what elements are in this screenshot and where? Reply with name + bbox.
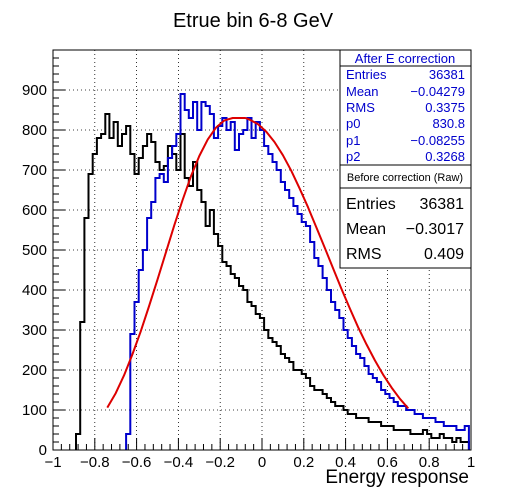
stats-before-rms-label: RMS bbox=[346, 246, 382, 263]
stats-after-p1-value: −0.08255 bbox=[410, 133, 465, 148]
stats-before-entries-value: 36381 bbox=[420, 196, 465, 213]
stats-after-p0-value: 830.8 bbox=[432, 116, 465, 131]
fit-curve bbox=[106, 117, 410, 410]
stats-after-mean-label: Mean bbox=[346, 84, 379, 99]
y-tick-labels: 0 100 200 300 400 500 600 700 800 900 bbox=[22, 82, 47, 459]
x-tick-label: 0 bbox=[258, 454, 266, 471]
stats-after-p1-label: p1 bbox=[346, 133, 360, 148]
x-tick-label: −0.2 bbox=[205, 454, 235, 471]
y-tick-label: 200 bbox=[22, 362, 47, 379]
x-tick-label: 0.2 bbox=[293, 454, 314, 471]
chart-title: Etrue bin 6-8 GeV bbox=[173, 10, 334, 32]
series-layer bbox=[75, 93, 470, 450]
stats-after-p2-value: 0.3268 bbox=[425, 149, 465, 164]
histogram-raw bbox=[75, 113, 470, 450]
stats-after-rms-value: 0.3375 bbox=[425, 100, 465, 115]
stats-after-rms-label: RMS bbox=[346, 100, 375, 115]
x-tick-label: −1 bbox=[44, 454, 61, 471]
y-tick-label: 100 bbox=[22, 402, 47, 419]
stats-before-mean-value: −0.3017 bbox=[406, 221, 464, 238]
x-tick-label: −0.4 bbox=[164, 454, 194, 471]
stats-before-mean-label: Mean bbox=[346, 221, 386, 238]
x-tick-labels: −1 −0.8 −0.6 −0.4 −0.2 0 0.2 0.4 0.6 0.8 1 bbox=[44, 454, 475, 471]
x-tick-label: 1 bbox=[467, 454, 475, 471]
histogram-corrected bbox=[125, 93, 470, 450]
stats-box-before-title: Before correction (Raw) bbox=[347, 172, 463, 184]
x-tick-label: 0.8 bbox=[419, 454, 440, 471]
stats-box-after-frame bbox=[339, 49, 472, 166]
stats-after-entries-value: 36381 bbox=[429, 67, 465, 82]
stats-before-rms-value: 0.409 bbox=[424, 246, 464, 263]
y-tick-label: 400 bbox=[22, 282, 47, 299]
stats-after-p0-label: p0 bbox=[346, 116, 360, 131]
y-tick-label: 700 bbox=[22, 162, 47, 179]
stats-before-entries-label: Entries bbox=[346, 196, 396, 213]
stats-box-before: Before correction (Raw) Entries 36381 Me… bbox=[339, 164, 472, 269]
y-tick-label: 900 bbox=[22, 82, 47, 99]
x-tick-label: −0.6 bbox=[122, 454, 152, 471]
y-tick-label: 600 bbox=[22, 202, 47, 219]
x-tick-label: 0.6 bbox=[377, 454, 398, 471]
axis-ticks bbox=[52, 57, 472, 451]
y-tick-label: 300 bbox=[22, 322, 47, 339]
stats-after-entries-label: Entries bbox=[346, 67, 387, 82]
stats-after-mean-value: −0.04279 bbox=[410, 84, 465, 99]
stats-box-after-title: After E correction bbox=[355, 51, 455, 66]
stats-after-p2-label: p2 bbox=[346, 149, 360, 164]
stats-box-after: After E correction Entries 36381 Mean −0… bbox=[339, 49, 472, 166]
x-axis-label: Energy response bbox=[325, 467, 469, 488]
x-tick-label: −0.8 bbox=[80, 454, 110, 471]
y-tick-label: 500 bbox=[22, 242, 47, 259]
stats-box-before-frame bbox=[339, 164, 472, 269]
x-tick-label: 0.4 bbox=[335, 454, 356, 471]
y-tick-label: 800 bbox=[22, 122, 47, 139]
y-tick-label: 0 bbox=[39, 442, 47, 459]
